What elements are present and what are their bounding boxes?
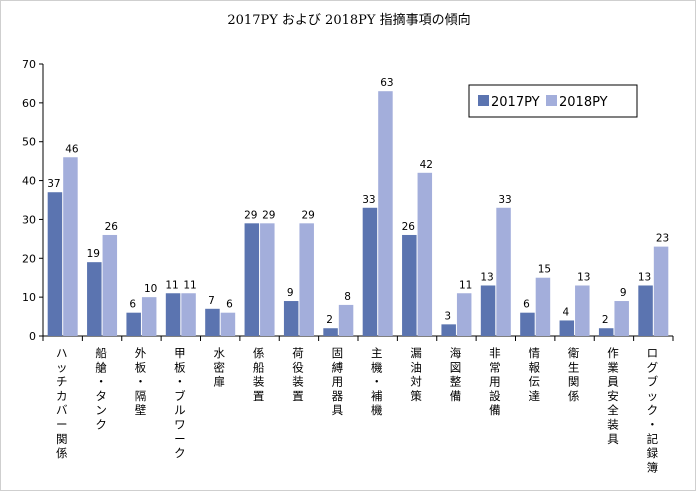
data-label-2018py-0: 46: [65, 143, 79, 155]
data-label-2018py-2: 10: [144, 283, 157, 295]
legend-swatch-2018py: [546, 95, 557, 106]
bar-2017py-7: [323, 328, 338, 336]
category-label-15: ログブック・記録簿: [647, 346, 659, 474]
category-label-11: 非常用設備: [489, 346, 501, 417]
category-labels: ハッチカバー関係 船艙・タンク 外板・隔壁 甲板・ブルワーク 水密扉 係船装置 荷役装置 固縛…: [56, 346, 659, 474]
y-tick-label: 70: [22, 58, 36, 71]
data-label-2017py-12: 6: [523, 299, 530, 311]
data-label-2017py-4: 7: [208, 295, 215, 307]
data-label-2018py-1: 26: [105, 221, 119, 233]
data-label-2017py-6: 9: [287, 287, 294, 299]
data-label-2018py-7: 8: [344, 291, 351, 303]
bar-2018py-12: [535, 277, 551, 336]
bar-2018py-13: [575, 285, 590, 336]
data-label-2018py-9: 42: [420, 159, 433, 171]
legend: 2017PY 2018PY: [468, 84, 638, 118]
data-label-2017py-15: 13: [638, 271, 651, 283]
category-label-9: 漏油対策: [410, 346, 422, 403]
bar-2017py-11: [480, 285, 496, 336]
bar-2017py-4: [205, 308, 220, 336]
bar-2018py-1: [102, 234, 118, 336]
data-label-2018py-6: 29: [302, 209, 315, 221]
data-label-2017py-10: 3: [444, 310, 451, 322]
data-label-2018py-10: 11: [459, 279, 472, 291]
bar-2017py-2: [126, 312, 141, 336]
chart-title: 2017PY および 2018PY 指摘事項の傾向: [227, 12, 470, 28]
bar-2017py-15: [638, 285, 653, 336]
y-tick-label: 0: [29, 330, 36, 343]
bar-2017py-5: [244, 223, 260, 336]
data-label-2018py-11: 33: [498, 194, 511, 206]
category-label-2: 外板・隔壁: [135, 346, 147, 417]
y-tick-label: 30: [22, 213, 36, 226]
bar-2018py-3: [181, 293, 196, 336]
bar-2018py-15: [653, 246, 669, 336]
bar-2018py-6: [299, 223, 314, 336]
data-label-2018py-5: 29: [262, 209, 275, 221]
data-label-2018py-4: 6: [226, 299, 233, 311]
category-label-14: 作業員安全装具: [607, 346, 619, 446]
bar-2017py-0: [47, 192, 63, 336]
bar-2018py-11: [496, 207, 511, 336]
category-label-0: ハッチカバー関係: [56, 346, 68, 460]
bar-2018py-0: [63, 157, 78, 336]
bar-2017py-10: [441, 324, 456, 336]
bar-2017py-3: [165, 293, 181, 336]
bars: [47, 91, 669, 336]
data-label-2017py-3: 11: [165, 279, 178, 291]
bar-2018py-5: [260, 223, 275, 336]
bar-2018py-10: [456, 293, 472, 336]
y-tick-label: 50: [22, 136, 36, 149]
category-label-7: 固縛用器具: [332, 346, 344, 417]
y-tick-label: 10: [22, 291, 36, 304]
data-label-2018py-13: 13: [577, 271, 590, 283]
data-label-2018py-8: 63: [380, 77, 393, 89]
bar-2017py-9: [402, 234, 417, 336]
bar-2017py-14: [598, 328, 614, 336]
category-label-10: 海図整備: [450, 346, 462, 403]
y-tick-label: 40: [22, 175, 36, 188]
data-label-2017py-13: 4: [562, 306, 569, 318]
bar-2018py-4: [220, 312, 236, 336]
data-label-2017py-7: 2: [326, 314, 333, 326]
bar-2018py-8: [378, 91, 393, 336]
data-label-2017py-8: 33: [362, 194, 375, 206]
legend-swatch-2017py: [478, 95, 489, 106]
category-label-5: 係船装置: [253, 346, 265, 403]
bar-2017py-12: [520, 312, 535, 336]
data-label-2017py-14: 2: [602, 314, 609, 326]
bar-2018py-2: [141, 297, 157, 336]
category-label-1: 船艙・タンク: [95, 346, 107, 432]
data-label-2018py-12: 15: [538, 264, 551, 276]
bar-2018py-14: [614, 301, 629, 336]
data-label-2017py-11: 13: [480, 271, 493, 283]
legend-label-2018py: 2018PY: [559, 95, 608, 110]
bar-2017py-6: [283, 301, 299, 336]
data-label-2018py-15: 23: [656, 233, 669, 245]
bar-2017py-13: [559, 320, 575, 336]
data-label-2018py-14: 9: [620, 287, 627, 299]
data-label-2017py-0: 37: [47, 178, 60, 190]
bar-2017py-1: [87, 262, 102, 336]
bar-2017py-8: [362, 207, 378, 336]
data-label-2017py-1: 19: [87, 248, 100, 260]
bar-2018py-7: [338, 304, 354, 336]
category-label-12: 情報伝達: [528, 346, 540, 403]
data-label-2017py-5: 29: [244, 209, 257, 221]
data-label-2017py-9: 26: [402, 221, 416, 233]
y-tick-label: 20: [22, 252, 36, 265]
category-label-4: 水密扉: [213, 346, 225, 389]
category-label-6: 荷役装置: [292, 346, 304, 403]
data-label-2018py-3: 11: [183, 279, 196, 291]
category-label-8: 主機・補機: [371, 346, 383, 417]
category-label-13: 衛生関係: [568, 346, 580, 403]
category-label-3: 甲板・ブルワーク: [174, 346, 186, 460]
y-tick-label: 60: [22, 97, 36, 110]
legend-label-2017py: 2017PY: [491, 95, 540, 110]
bar-2018py-9: [417, 172, 433, 336]
data-label-2017py-2: 6: [129, 299, 136, 311]
